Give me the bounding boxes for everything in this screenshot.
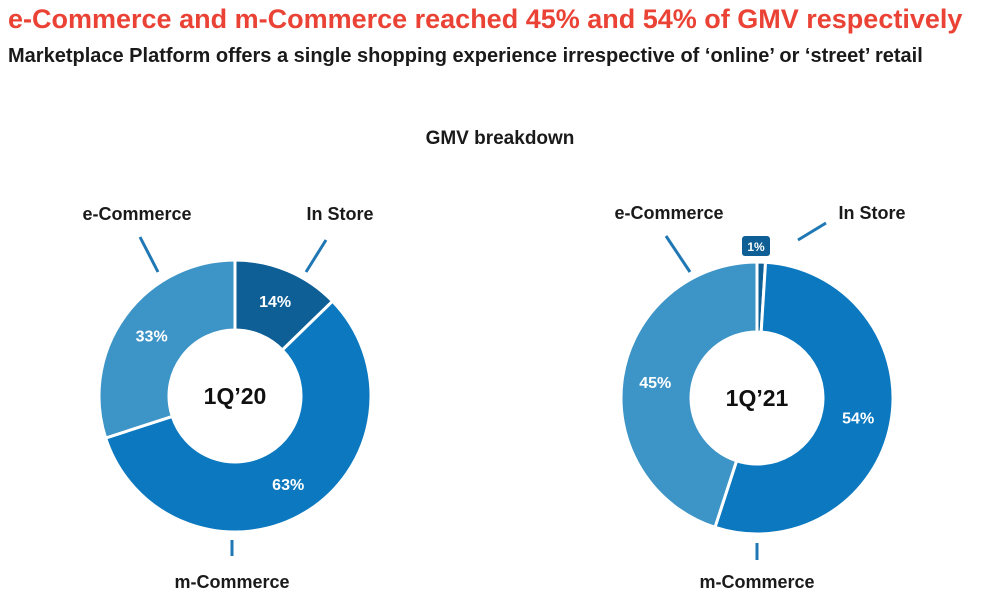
- category-label-m-commerce: m-Commerce: [174, 572, 289, 592]
- donut-chart-2: 54% 45% 1% 1Q’21 In Store m-Commerce e-Commerc…: [614, 203, 905, 592]
- slice-e-commerce: [97, 258, 237, 440]
- slice-value-badge-in-store: 1%: [742, 236, 770, 256]
- center-period-label: 1Q’21: [726, 385, 789, 411]
- slice-value-label-in-store: 1%: [747, 240, 765, 254]
- slice-m-commerce: [103, 299, 373, 534]
- donut-chart-1: 14% 63% 33% 1Q’20 In Store m-Commerce e-Commer…: [82, 204, 373, 592]
- leader-line-in-store: [797, 221, 827, 242]
- leader-line-in-store: [304, 239, 328, 273]
- slice-value-label-in-store: 14%: [259, 294, 291, 311]
- slice-value-label-e-commerce: 33%: [136, 328, 168, 345]
- headline: e-Commerce and m-Commerce reached 45% an…: [8, 4, 963, 34]
- category-label-m-commerce: m-Commerce: [699, 572, 814, 592]
- center-period-label: 1Q’20: [204, 383, 267, 409]
- slice-m-commerce: [713, 260, 895, 536]
- category-label-in-store: In Store: [306, 204, 373, 224]
- slice-e-commerce: [619, 260, 759, 530]
- category-label-e-commerce: e-Commerce: [82, 204, 191, 224]
- subheadline: Marketplace Platform offers a single sho…: [8, 45, 923, 67]
- slice-value-label-e-commerce: 45%: [639, 375, 671, 392]
- leader-line-e-commerce: [138, 236, 160, 273]
- category-label-e-commerce: e-Commerce: [614, 203, 723, 223]
- slice-value-label-m-commerce: 63%: [272, 477, 304, 494]
- slice-value-label-m-commerce: 54%: [842, 410, 874, 427]
- chart-title: GMV breakdown: [425, 128, 575, 149]
- leader-line-e-commerce: [664, 235, 692, 273]
- category-label-in-store: In Store: [838, 203, 905, 223]
